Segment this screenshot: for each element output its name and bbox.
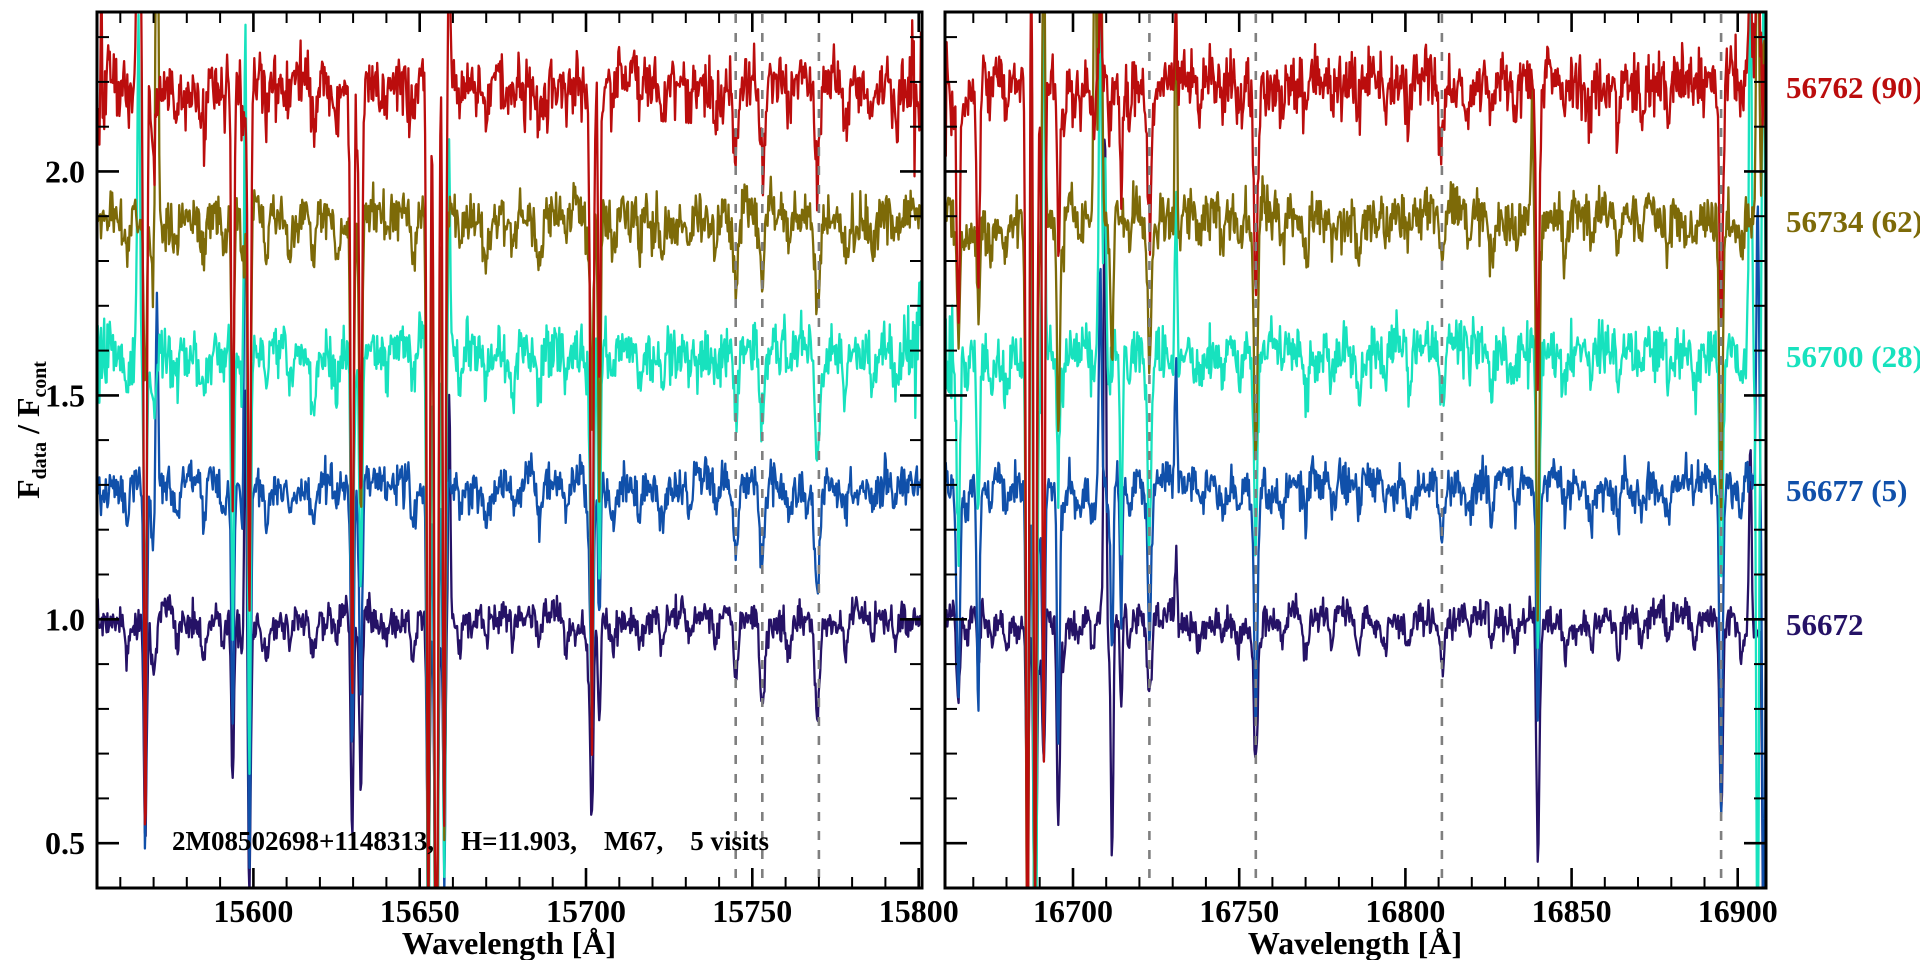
y-axis-label-mid: / F [9,397,46,442]
star-annotation: 2M08502698+1148313, H=11.903, M67, 5 vis… [172,826,770,856]
visit-label-56762: 56762 (90) [1786,70,1920,105]
visit-label-56672: 56672 [1786,607,1864,642]
spectrum-line-56700 [98,13,921,887]
spectrum-line-56734 [98,13,921,887]
x-tick-label: 15650 [380,893,460,929]
y-tick-label: 1.0 [45,601,85,637]
y-axis-label-sub2: cont [29,361,52,398]
spectrum-line-56734 [946,13,1765,887]
x-tick-label: 16800 [1365,893,1445,929]
y-tick-label: 1.5 [45,377,85,413]
x-tick-label: 16700 [1033,893,1113,929]
y-tick-label: 0.5 [45,825,85,861]
y-axis-label-sub1: data [29,441,52,480]
spectrum-line-56762 [98,13,921,887]
spectrum-line-56672 [946,138,1765,887]
panel-border-1 [943,10,1768,890]
x-tick-label: 15600 [213,893,293,929]
visit-label-56700: 56700 (28) [1786,339,1920,374]
y-tick-label: 2.0 [45,153,85,189]
x-tick-label: 16850 [1532,893,1612,929]
x-tick-label: 16750 [1199,893,1279,929]
x-axis-label-right-panel: Wavelength [Å] [1247,925,1463,960]
y-axis-label: Fdata / Fcont [10,361,52,499]
spectrum-line-56762 [946,13,1765,887]
panel-border-0 [95,10,924,890]
y-axis-label-f1: F [9,479,46,499]
spectrum-line-56677 [946,205,1765,887]
spectra-group-panel-0 [98,13,921,887]
visit-label-56734: 56734 (62) [1786,204,1920,239]
x-tick-label: 15700 [546,893,626,929]
x-axis-label-left-panel: Wavelength [Å] [401,925,617,960]
spectrum-line-56700 [946,13,1765,887]
spectrum-line-56672 [98,389,921,887]
spectra-group-panel-1 [946,13,1765,887]
x-tick-label: 15800 [879,893,959,929]
x-tick-label: 16900 [1698,893,1778,929]
x-tick-label: 15750 [712,893,792,929]
visit-label-56677: 56677 (5) [1786,473,1908,508]
